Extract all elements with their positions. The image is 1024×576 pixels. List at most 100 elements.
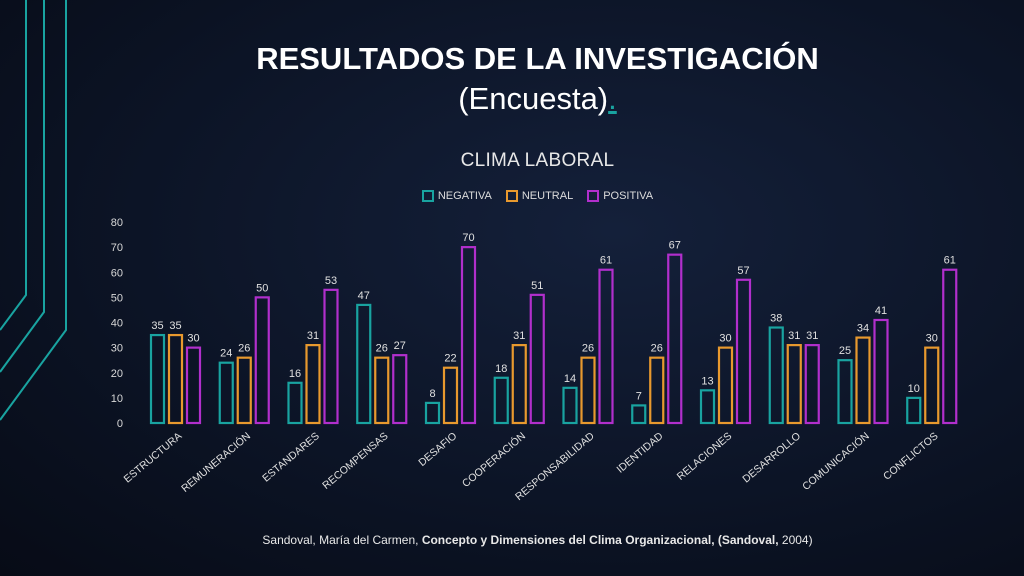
- legend-item-neutral: NEUTRAL: [505, 190, 574, 202]
- data-label-negativa: 7: [636, 390, 642, 402]
- bar-positiva: [598, 268, 614, 425]
- x-tick-label: DESAFIO: [416, 430, 459, 469]
- bar-negativa: [906, 396, 922, 425]
- data-label-neutral: 31: [788, 330, 800, 342]
- data-label-negativa: 24: [220, 348, 232, 360]
- bar-neutral: [305, 344, 321, 425]
- bar-negativa: [562, 386, 578, 425]
- source-bold: Concepto y Dimensiones del Clima Organiz…: [421, 533, 779, 547]
- y-tick-label: 20: [111, 368, 123, 380]
- bar-neutral: [649, 356, 665, 425]
- bar-negativa: [356, 303, 372, 425]
- data-label-negativa: 14: [564, 373, 576, 385]
- bar-neutral: [924, 346, 940, 425]
- data-label-negativa: 25: [839, 345, 851, 357]
- data-label-neutral: 26: [582, 343, 594, 355]
- bar-negativa: [631, 404, 647, 425]
- source-citation: Sandoval, María del Carmen, Concepto y D…: [0, 533, 1024, 547]
- data-label-negativa: 16: [289, 368, 301, 380]
- data-label-neutral: 26: [376, 343, 388, 355]
- y-tick-label: 30: [111, 343, 123, 355]
- data-label-neutral: 30: [719, 333, 731, 345]
- bar-negativa: [287, 381, 303, 425]
- data-label-negativa: 8: [429, 388, 435, 400]
- data-label-positiva: 53: [325, 275, 337, 287]
- bar-negativa: [424, 401, 441, 425]
- source-prefix: Sandoval, María del Carmen,: [262, 533, 422, 547]
- bar-positiva: [529, 293, 545, 425]
- x-tick-label: RECOMPENSAS: [320, 430, 390, 492]
- data-label-negativa: 18: [495, 363, 507, 375]
- bar-positiva: [804, 344, 820, 425]
- bar-positiva: [323, 288, 339, 425]
- bar-negativa: [837, 359, 853, 425]
- legend-label-neutral: NEUTRAL: [521, 190, 574, 202]
- bar-neutral: [580, 356, 596, 425]
- x-tick-label: CONFLICTOS: [881, 430, 940, 483]
- bar-neutral: [511, 344, 527, 425]
- data-label-negativa: 10: [908, 383, 920, 395]
- y-tick-label: 80: [111, 217, 123, 229]
- data-label-positiva: 61: [600, 255, 612, 267]
- bar-positiva: [735, 278, 752, 425]
- x-tick-label: ESTRUCTURA: [122, 430, 185, 485]
- data-label-positiva: 70: [462, 232, 474, 244]
- data-label-positiva: 61: [944, 255, 956, 267]
- bar-neutral: [374, 356, 390, 425]
- y-tick-label: 0: [117, 418, 123, 430]
- page-subtitle-text: (Encuesta): [458, 81, 609, 116]
- chart-title: CLIMA LABORAL: [460, 150, 615, 171]
- data-label-positiva: 27: [394, 340, 406, 352]
- bar-positiva: [942, 268, 958, 425]
- x-tick-label: REMUNERACIÓN: [179, 429, 253, 494]
- data-label-positiva: 67: [669, 240, 681, 252]
- legend-swatch-positiva: [587, 190, 600, 202]
- bar-negativa: [699, 389, 716, 425]
- legend-label-positiva: POSITIVA: [603, 190, 654, 202]
- x-tick-label: ESTANDARES: [260, 430, 322, 484]
- legend-swatch-neutral: [505, 190, 518, 202]
- bar-neutral: [442, 366, 459, 425]
- x-tick-label: DESARROLLO: [740, 430, 803, 485]
- data-label-positiva: 51: [531, 280, 543, 292]
- data-label-positiva: 30: [187, 333, 199, 345]
- data-label-neutral: 31: [307, 330, 319, 342]
- title-dot: .: [608, 81, 617, 116]
- data-label-neutral: 30: [926, 333, 938, 345]
- decorative-lines: [0, 0, 67, 421]
- page-title: RESULTADOS DE LA INVESTIGACIÓN: [256, 41, 819, 76]
- data-label-negativa: 13: [701, 375, 713, 387]
- data-label-negativa: 47: [358, 290, 370, 302]
- legend-item-positiva: POSITIVA: [587, 190, 653, 202]
- bar-negativa: [218, 361, 234, 425]
- data-label-negativa: 38: [770, 313, 782, 325]
- x-tick-label: COOPERACIÓN: [459, 429, 528, 490]
- y-tick-label: 40: [111, 318, 123, 330]
- data-label-positiva: 41: [875, 305, 887, 317]
- y-tick-label: 70: [111, 242, 123, 254]
- bar-positiva: [873, 318, 889, 425]
- bar-neutral: [167, 333, 184, 425]
- data-label-negativa: 35: [151, 320, 163, 332]
- bar-positiva: [460, 246, 477, 425]
- bar-positiva: [185, 346, 202, 425]
- data-label-neutral: 31: [513, 330, 525, 342]
- x-tick-label: RELACIONES: [675, 430, 735, 483]
- legend-label-negativa: NEGATIVA: [437, 190, 492, 202]
- legend-item-negativa: NEGATIVA: [421, 190, 492, 202]
- bar-neutral: [236, 356, 252, 425]
- bar-negativa: [493, 376, 509, 425]
- legend-swatch-negativa: [421, 190, 434, 202]
- bar-positiva: [254, 296, 270, 425]
- data-label-positiva: 57: [737, 265, 749, 277]
- y-tick-label: 50: [111, 292, 123, 304]
- source-suffix: 2004): [778, 533, 813, 547]
- bar-neutral: [786, 344, 802, 425]
- bar-positiva: [392, 354, 408, 425]
- x-tick-label: COMUNICACIÓN: [800, 429, 872, 493]
- data-label-positiva: 31: [806, 330, 818, 342]
- page-subtitle: (Encuesta).: [0, 80, 1024, 118]
- y-tick-label: 10: [111, 393, 123, 405]
- data-label-positiva: 50: [256, 282, 268, 294]
